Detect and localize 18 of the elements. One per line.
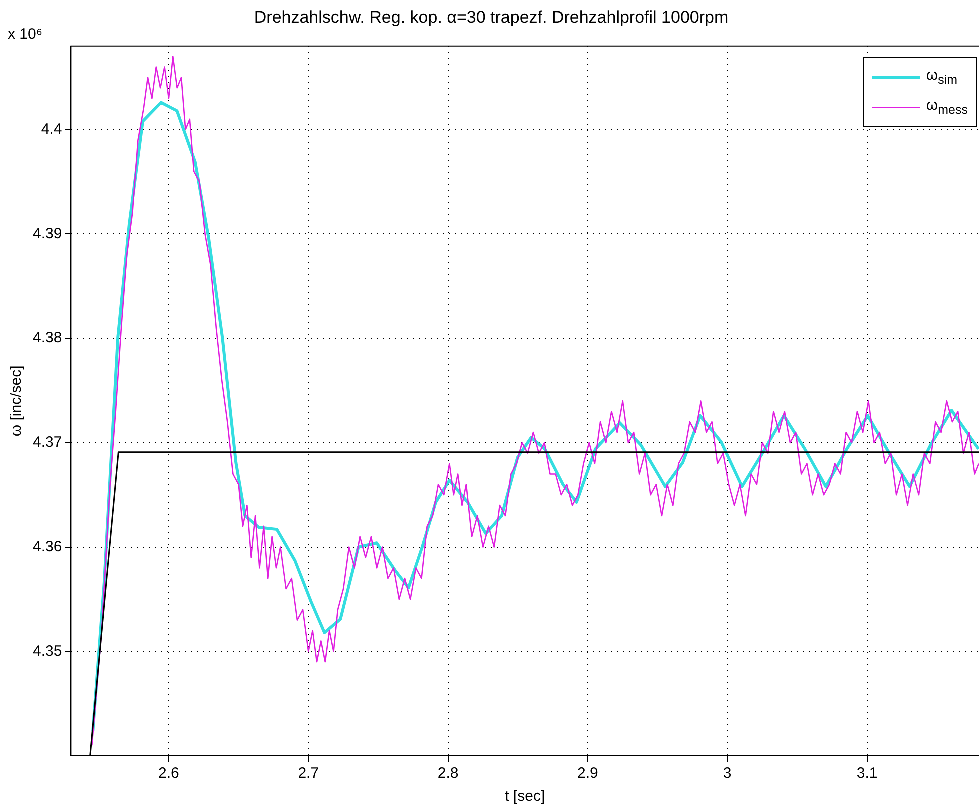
x-tick-label: 2.8 xyxy=(438,765,459,782)
x-tick-label: 2.6 xyxy=(158,765,180,782)
y-tick-label: 4.4 xyxy=(41,121,62,138)
y-tick-label: 4.37 xyxy=(32,434,62,452)
x-tick-label: 2.7 xyxy=(298,765,320,782)
x-axis-title: t [sec] xyxy=(505,788,546,806)
y-tick-label: 4.36 xyxy=(32,538,62,556)
x-tick-label: 3 xyxy=(723,765,732,782)
y-tick-label: 4.35 xyxy=(32,642,62,660)
legend-label: ω$_{mess}$ xyxy=(926,97,968,117)
chart-title: Drehzahlschw. Reg. kop. α=30 trapezf. Drehzahlprofil 1000rpm xyxy=(254,8,729,27)
legend-label: ω$_{sim}$ xyxy=(926,67,958,87)
text: x 10⁶ xyxy=(8,26,43,44)
x-tick-label: 2.9 xyxy=(578,765,598,782)
y-tick-label: 4.38 xyxy=(32,330,62,347)
x-tick-label: 3.1 xyxy=(856,765,878,782)
y-tick-label: 4.39 xyxy=(32,225,62,242)
y-axis-title: ω [inc/sec] xyxy=(8,366,26,437)
